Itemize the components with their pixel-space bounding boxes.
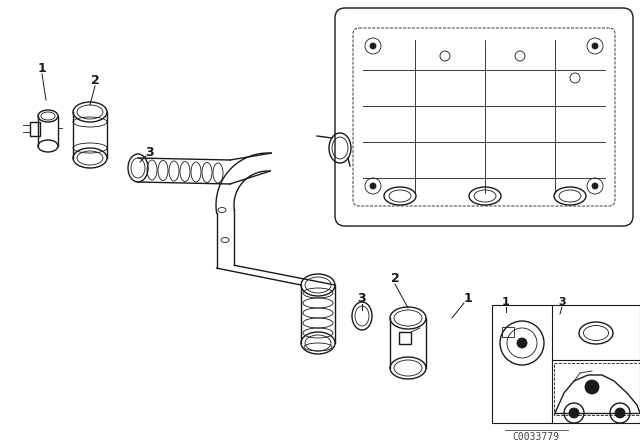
Circle shape xyxy=(585,380,599,394)
Text: 2: 2 xyxy=(390,271,399,284)
Bar xyxy=(502,327,514,337)
Circle shape xyxy=(569,408,579,418)
Bar xyxy=(554,363,640,415)
Circle shape xyxy=(370,183,376,189)
Text: 3: 3 xyxy=(558,297,566,307)
Circle shape xyxy=(592,183,598,189)
Text: C0033779: C0033779 xyxy=(513,432,559,442)
Bar xyxy=(399,332,411,344)
Text: 3: 3 xyxy=(358,292,366,305)
Text: 1: 1 xyxy=(463,292,472,305)
Circle shape xyxy=(370,43,376,49)
Text: 1: 1 xyxy=(38,61,46,74)
Text: 2: 2 xyxy=(91,73,99,86)
Circle shape xyxy=(615,408,625,418)
Text: 1: 1 xyxy=(502,297,510,307)
Bar xyxy=(492,305,640,423)
Bar xyxy=(30,122,40,136)
Text: 3: 3 xyxy=(146,146,154,159)
Circle shape xyxy=(517,338,527,348)
Circle shape xyxy=(592,43,598,49)
